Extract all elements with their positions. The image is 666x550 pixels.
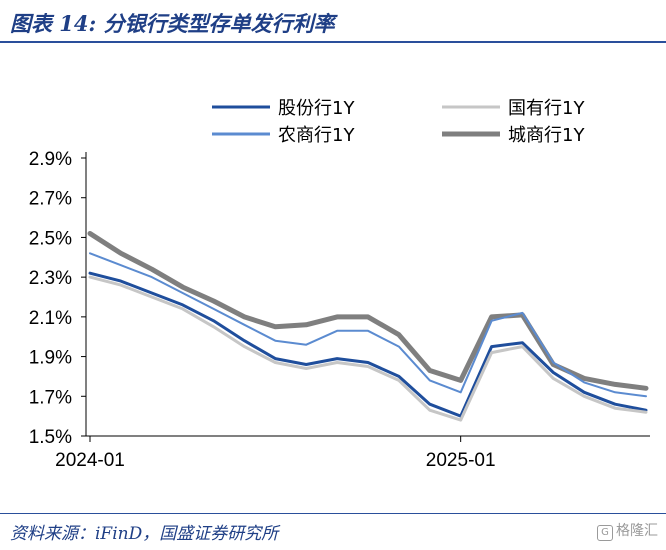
legend-label: 国有行1Y [508,98,585,119]
title-bar: 图表 14: 分银行类型存单发行利率 [0,0,666,43]
y-tick-label: 1.5% [29,427,72,448]
watermark-logo-icon: G [597,525,613,541]
y-tick-label: 2.5% [29,228,72,249]
y-tick-label: 2.7% [29,189,72,210]
watermark-text: 格隆汇 [616,523,658,539]
legend-label: 农商行1Y [278,125,355,146]
watermark: G 格隆汇 [597,520,658,541]
title-divider [0,41,666,43]
legend-label: 股份行1Y [278,98,355,119]
y-tick-label: 2.9% [29,149,72,170]
legend-label: 城商行1Y [508,125,585,146]
series-line-1 [88,271,648,418]
x-tick-label: 2025-01 [426,450,496,471]
series-line-4 [87,231,649,391]
source-note: 资料来源：iFinD，国盛证券研究所 [10,524,279,544]
line-chart: 2.9% 2.7% 2.5% 2.3% 2.1% 1.9% 1.7% 1.5%2024-01 2… [29,98,650,471]
chart-title: 图表 14: 分银行类型存单发行利率 [10,11,335,36]
y-tick-label: 1.9% [29,348,72,369]
source-divider [0,513,666,514]
series-line-2 [88,275,648,422]
chart-area: 2.9% 2.7% 2.5% 2.3% 2.1% 1.9% 1.7% 1.5% 2024-01 2… [0,44,666,514]
y-tick-label: 1.7% [29,387,72,408]
y-tick-label: 2.1% [29,308,72,329]
y-tick-label: 2.3% [29,268,72,289]
series-line-3 [89,252,647,398]
x-tick-label: 2024-01 [55,450,125,471]
